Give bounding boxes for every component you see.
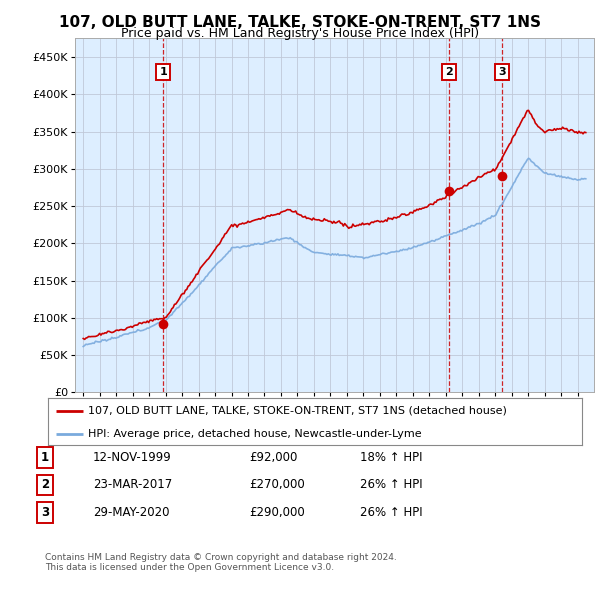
Text: 23-MAR-2017: 23-MAR-2017 bbox=[93, 478, 172, 491]
Text: £270,000: £270,000 bbox=[249, 478, 305, 491]
Text: 12-NOV-1999: 12-NOV-1999 bbox=[93, 451, 172, 464]
Text: Contains HM Land Registry data © Crown copyright and database right 2024.: Contains HM Land Registry data © Crown c… bbox=[45, 553, 397, 562]
Text: £290,000: £290,000 bbox=[249, 506, 305, 519]
Text: 1: 1 bbox=[160, 67, 167, 77]
Text: 107, OLD BUTT LANE, TALKE, STOKE-ON-TRENT, ST7 1NS: 107, OLD BUTT LANE, TALKE, STOKE-ON-TREN… bbox=[59, 15, 541, 30]
Text: Price paid vs. HM Land Registry's House Price Index (HPI): Price paid vs. HM Land Registry's House … bbox=[121, 27, 479, 40]
Text: This data is licensed under the Open Government Licence v3.0.: This data is licensed under the Open Gov… bbox=[45, 563, 334, 572]
Text: 3: 3 bbox=[498, 67, 506, 77]
Text: 26% ↑ HPI: 26% ↑ HPI bbox=[360, 506, 422, 519]
Text: 2: 2 bbox=[41, 478, 49, 491]
Text: HPI: Average price, detached house, Newcastle-under-Lyme: HPI: Average price, detached house, Newc… bbox=[88, 429, 422, 439]
Text: 1: 1 bbox=[41, 451, 49, 464]
Text: 2: 2 bbox=[445, 67, 453, 77]
Text: 3: 3 bbox=[41, 506, 49, 519]
Text: 26% ↑ HPI: 26% ↑ HPI bbox=[360, 478, 422, 491]
Text: 29-MAY-2020: 29-MAY-2020 bbox=[93, 506, 170, 519]
Text: 107, OLD BUTT LANE, TALKE, STOKE-ON-TRENT, ST7 1NS (detached house): 107, OLD BUTT LANE, TALKE, STOKE-ON-TREN… bbox=[88, 405, 507, 415]
Text: £92,000: £92,000 bbox=[249, 451, 298, 464]
Text: 18% ↑ HPI: 18% ↑ HPI bbox=[360, 451, 422, 464]
